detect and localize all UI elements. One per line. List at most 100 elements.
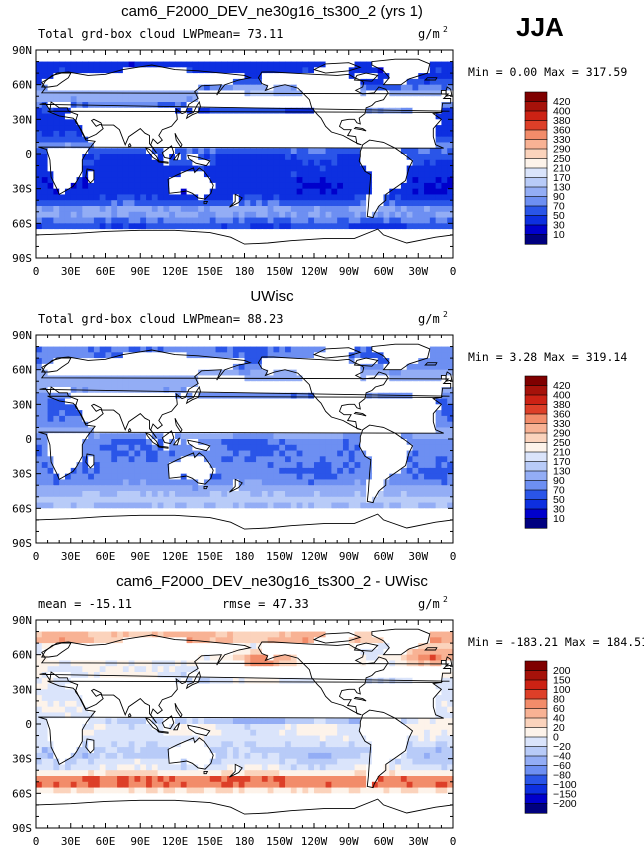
map-cell xyxy=(418,340,425,348)
map-cell xyxy=(395,96,402,103)
map-cell xyxy=(418,84,425,92)
map-cell xyxy=(371,217,379,224)
map-cell xyxy=(360,473,367,481)
map-cell xyxy=(175,340,182,348)
map-cell xyxy=(186,142,193,149)
map-cell xyxy=(105,358,112,365)
map-cell xyxy=(267,102,275,109)
map-cell xyxy=(70,182,78,190)
map-cell xyxy=(261,211,269,219)
map-cell xyxy=(169,346,176,353)
map-cell xyxy=(93,456,101,463)
map-cell xyxy=(36,433,43,440)
map-cell xyxy=(41,130,49,138)
axis-ticks xyxy=(35,49,454,259)
map-cell xyxy=(122,246,130,253)
map-cell xyxy=(186,154,193,161)
map-cell xyxy=(302,50,309,57)
map-cell xyxy=(314,165,321,172)
map-cell xyxy=(256,194,263,201)
map-cell xyxy=(395,502,402,509)
colorbar-box xyxy=(524,139,548,150)
map-cell xyxy=(140,96,147,103)
map-cell xyxy=(285,462,292,469)
map-cell xyxy=(290,182,298,190)
map-cell xyxy=(111,467,118,475)
map-cell xyxy=(203,444,211,452)
map-cell xyxy=(151,252,159,259)
map-cell xyxy=(424,246,431,253)
map-cell xyxy=(256,119,263,126)
map-cell xyxy=(424,398,431,405)
map-cell xyxy=(76,375,83,382)
map-cell xyxy=(389,427,396,434)
map-cell xyxy=(325,67,332,74)
map-cell xyxy=(296,240,304,248)
map-cell xyxy=(238,78,246,86)
map-cell xyxy=(93,165,101,172)
map-cell xyxy=(88,217,95,224)
map-cell xyxy=(319,217,327,224)
map-cell xyxy=(256,142,263,149)
map-cell xyxy=(36,234,43,242)
map-cell xyxy=(122,479,130,486)
map-cell xyxy=(302,234,309,242)
map-cell xyxy=(290,217,298,224)
map-cell xyxy=(400,358,408,365)
map-cell xyxy=(203,223,211,230)
map-cell xyxy=(76,479,83,486)
colorbar-box xyxy=(524,148,548,160)
map-cell xyxy=(93,159,101,167)
map-cell xyxy=(337,78,344,86)
map-cell xyxy=(279,392,286,400)
map-cell xyxy=(238,358,246,365)
map-cell xyxy=(232,369,240,377)
map-cell xyxy=(238,439,246,446)
map-cell xyxy=(232,113,240,120)
map-cell xyxy=(157,107,165,115)
map-cell xyxy=(117,473,124,481)
map-cell xyxy=(227,358,234,365)
map-cell xyxy=(76,491,83,498)
map-cell xyxy=(418,50,425,57)
map-cell xyxy=(371,165,379,172)
map-cell xyxy=(331,78,338,86)
map-cell xyxy=(215,444,222,452)
map-cell xyxy=(53,177,60,184)
map-cell xyxy=(232,358,240,365)
map-cell xyxy=(250,444,257,452)
map-cell xyxy=(383,392,390,400)
map-cell xyxy=(261,159,269,167)
map-cell xyxy=(59,55,66,63)
map-cell xyxy=(435,415,443,423)
map-cell xyxy=(186,217,193,224)
map-cell xyxy=(244,473,251,481)
map-cell xyxy=(261,398,269,405)
map-cell xyxy=(296,456,304,463)
map-cell xyxy=(221,421,228,429)
map-cell xyxy=(146,433,153,440)
map-cell xyxy=(424,130,431,138)
map-cell xyxy=(273,415,280,423)
map-cell xyxy=(198,200,205,207)
map-cell xyxy=(314,444,321,452)
map-cell xyxy=(59,50,66,57)
map-cell xyxy=(308,142,315,149)
map-cell xyxy=(360,211,367,219)
map-cell xyxy=(261,50,269,57)
map-cell xyxy=(198,223,205,230)
map-cell xyxy=(447,479,454,486)
map-cell xyxy=(76,473,83,481)
map-cell xyxy=(285,171,292,178)
map-cell xyxy=(331,159,338,167)
map-cell xyxy=(285,113,292,120)
map-cell xyxy=(290,415,298,423)
map-cell xyxy=(279,491,286,498)
map-cell xyxy=(337,67,344,74)
map-cell xyxy=(261,335,269,342)
map-cell xyxy=(151,398,159,405)
map-cell xyxy=(36,375,43,382)
map-cell xyxy=(221,165,228,172)
map-cell xyxy=(88,73,95,80)
map-cell xyxy=(331,467,338,475)
